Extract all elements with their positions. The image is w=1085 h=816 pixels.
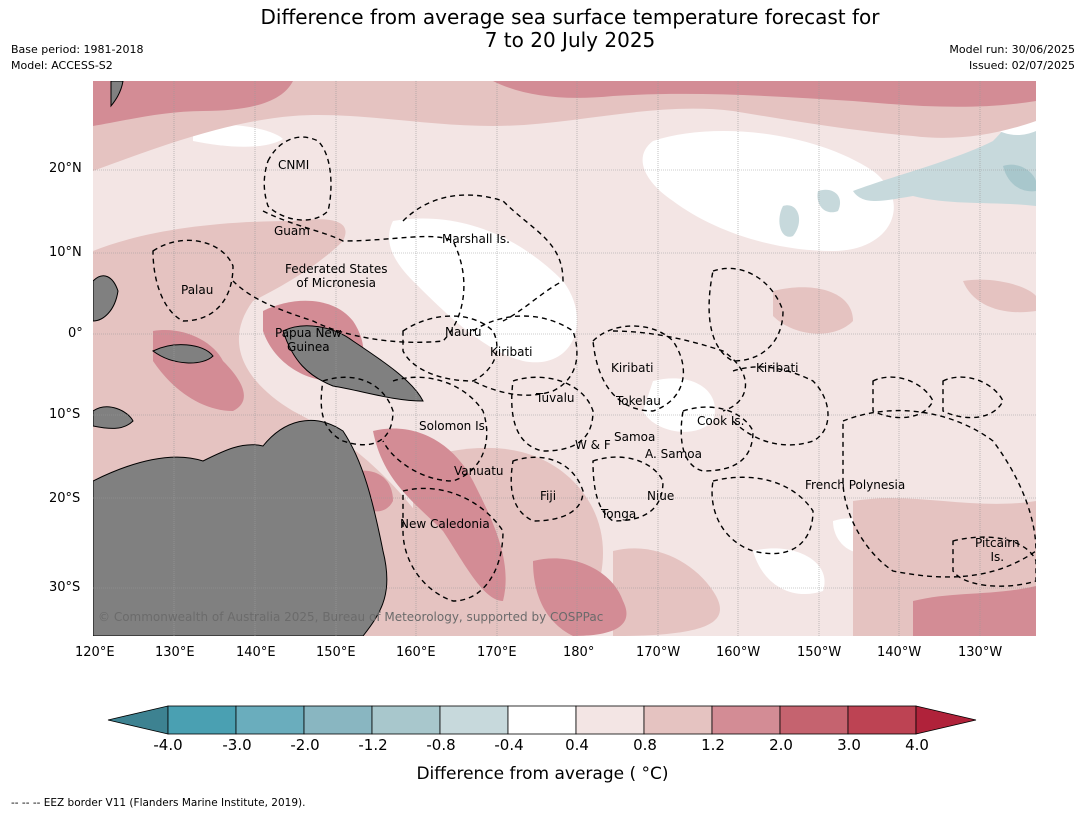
- colorbar-cell: [711, 705, 781, 735]
- colorbar-cell: [303, 705, 373, 735]
- colorbar-tick: -4.0: [153, 736, 183, 754]
- colorbar-cell: [371, 705, 441, 735]
- colorbar-title: Difference from average ( °C): [416, 764, 669, 784]
- eez-footnote: -- -- -- EEZ border V11 (Flanders Marine…: [11, 797, 306, 809]
- base-period: Base period: 1981-2018: [11, 43, 144, 56]
- lon-label-130w: 130°W: [958, 645, 1003, 660]
- colorbar-tick: 3.0: [837, 736, 861, 754]
- label-american-samoa: A. Samoa: [645, 447, 702, 461]
- label-tokelau: Tokelau: [616, 394, 661, 408]
- label-marshall-islands: Marshall Is.: [442, 232, 510, 246]
- label-tuvalu: Tuvalu: [536, 391, 575, 405]
- colorbar-tick: -2.0: [290, 736, 320, 754]
- colorbar-cell: [575, 705, 645, 735]
- label-cook-islands: Cook Is.: [697, 414, 745, 428]
- lon-label-130e: 130°E: [155, 645, 195, 660]
- colorbar-cell: [507, 705, 577, 735]
- colorbar-cell: [643, 705, 713, 735]
- colorbar-cell: [847, 705, 917, 735]
- label-tonga: Tonga: [601, 507, 637, 521]
- colorbar-tick: 0.8: [633, 736, 657, 754]
- label-samoa: Samoa: [614, 430, 656, 444]
- lon-label-140w: 140°W: [877, 645, 922, 660]
- colorbar-tick: -3.0: [222, 736, 252, 754]
- label-cnmi: CNMI: [278, 158, 310, 172]
- lat-label-20n: 20°N: [49, 161, 82, 176]
- label-vanuatu: Vanuatu: [454, 464, 504, 478]
- colorbar-extend-high: [915, 705, 977, 735]
- label-palau: Palau: [181, 283, 214, 297]
- label-kiribati-west: Kiribati: [490, 345, 533, 359]
- sst-map-svg: [93, 81, 1036, 636]
- colorbar-extend-low: [107, 705, 169, 735]
- label-wallis-futuna: W & F: [575, 438, 611, 452]
- colorbar-tick: 0.4: [565, 736, 589, 754]
- lon-label-160w: 160°W: [716, 645, 761, 660]
- title-line-1: Difference from average sea surface temp…: [260, 5, 880, 29]
- colorbar-tick: -1.2: [358, 736, 388, 754]
- meta-left: Base period: 1981-2018 Model: ACCESS-S2: [11, 42, 143, 74]
- label-kiribati-east: Kiribati: [756, 361, 799, 375]
- lon-label-140e: 140°E: [236, 645, 276, 660]
- lat-label-30s: 30°S: [49, 580, 81, 595]
- colorbar-cell: [235, 705, 305, 735]
- title-line-2: 7 to 20 July 2025: [484, 28, 656, 52]
- colorbar-cells: [107, 705, 977, 735]
- colorbar-tick: 2.0: [769, 736, 793, 754]
- lon-label-160e: 160°E: [396, 645, 436, 660]
- lat-label-20s: 20°S: [49, 491, 81, 506]
- label-fiji: Fiji: [540, 489, 557, 503]
- issued-date: Issued: 02/07/2025: [968, 59, 1075, 72]
- lon-label-180: 180°: [563, 645, 595, 660]
- colorbar-cell: [779, 705, 849, 735]
- label-guam: Guam: [274, 224, 310, 238]
- label-fsm: Federated States of Micronesia: [285, 262, 388, 290]
- meta-right: Model run: 30/06/2025 Issued: 02/07/2025: [949, 42, 1075, 74]
- label-french-polynesia: French Polynesia: [805, 478, 906, 492]
- colorbar-tick: 1.2: [701, 736, 725, 754]
- label-nauru: Nauru: [445, 325, 482, 339]
- copyright-notice: © Commonwealth of Australia 2025, Bureau…: [98, 610, 604, 624]
- lat-label-10s: 10°S: [49, 407, 81, 422]
- lon-label-120e: 120°E: [75, 645, 115, 660]
- model-run: Model run: 30/06/2025: [949, 43, 1075, 56]
- label-solomon-islands: Solomon Is.: [419, 419, 489, 433]
- eez-borders: [152, 136, 1036, 602]
- colorbar: [107, 705, 977, 735]
- colorbar-cell: [167, 705, 237, 735]
- lon-label-170e: 170°E: [477, 645, 517, 660]
- lon-label-170w: 170°W: [636, 645, 681, 660]
- label-kiribati-central: Kiribati: [611, 361, 654, 375]
- map-canvas: [93, 81, 1036, 636]
- graticule: [93, 81, 1036, 636]
- lat-label-10n: 10°N: [49, 245, 82, 260]
- label-png: Papua New Guinea: [275, 326, 342, 354]
- label-pitcairn: Pitcairn Is.: [975, 536, 1020, 564]
- colorbar-cell: [439, 705, 509, 735]
- map-title: Difference from average sea surface temp…: [0, 6, 1085, 52]
- model-name: Model: ACCESS-S2: [11, 59, 113, 72]
- colorbar-tick: -0.4: [494, 736, 524, 754]
- lon-label-150w: 150°W: [797, 645, 842, 660]
- label-new-caledonia: New Caledonia: [400, 517, 490, 531]
- colorbar-tick: -0.8: [426, 736, 456, 754]
- colorbar-tick: 4.0: [905, 736, 929, 754]
- land-masses: [93, 81, 424, 636]
- label-niue: Niue: [647, 489, 675, 503]
- lat-label-0: 0°: [68, 326, 83, 341]
- lon-label-150e: 150°E: [316, 645, 356, 660]
